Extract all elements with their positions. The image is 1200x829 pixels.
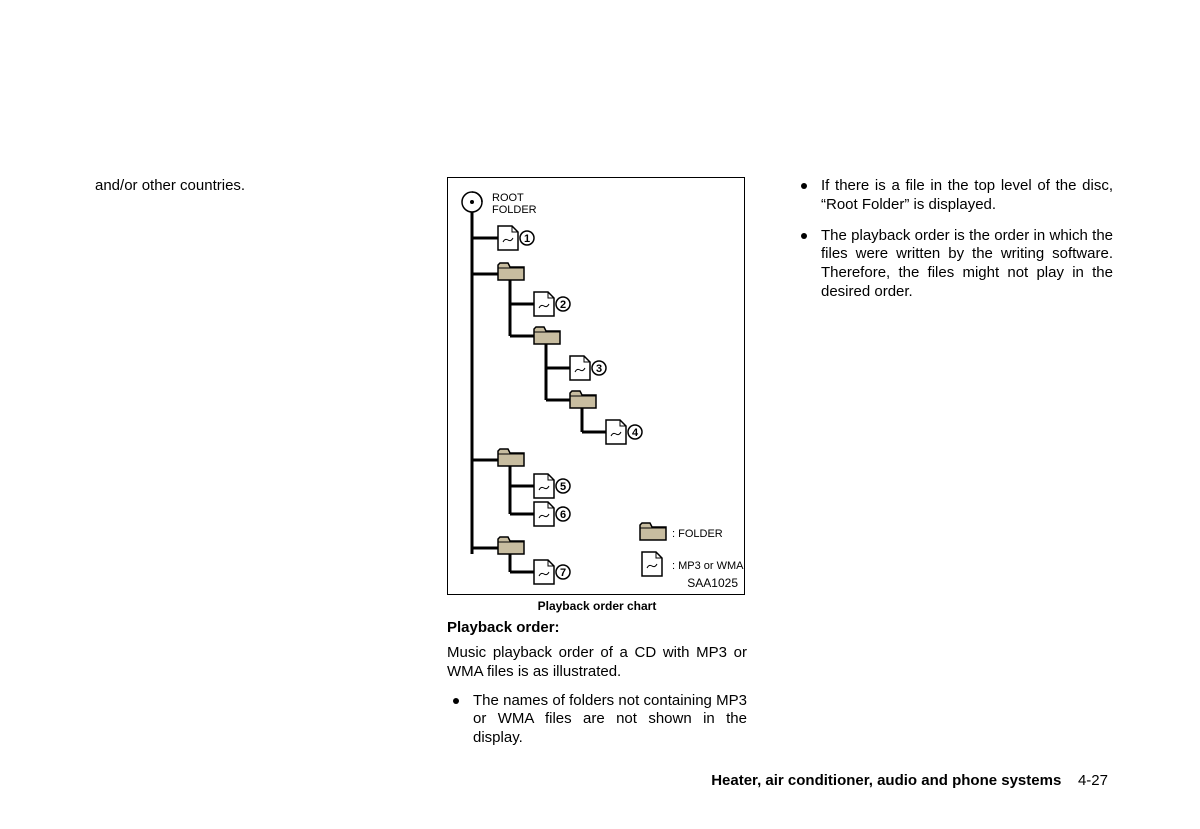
col2-bullet-list: The names of folders not containing MP3 … (447, 692, 747, 748)
column-3: If there is a file in the top level of t… (795, 177, 1113, 314)
file-num-7: 7 (560, 567, 566, 579)
col3-bullet-list: If there is a file in the top level of t… (795, 177, 1113, 302)
file-num-6: 6 (560, 509, 566, 521)
file-num-2: 2 (560, 299, 566, 311)
footer-section-title: Heater, air conditioner, audio and phone… (711, 772, 1061, 789)
legend-file-label: : MP3 or WMA (672, 560, 744, 572)
root-folder-label: ROOT FOLDER (492, 192, 537, 216)
col3-bullet-2: The playback order is the order in which… (795, 227, 1113, 302)
footer-page-number: 4-27 (1078, 772, 1108, 789)
column-1: and/or other countries. (95, 177, 395, 196)
file-num-4: 4 (632, 427, 639, 439)
file-num-3: 3 (596, 363, 602, 375)
page-footer: Heater, air conditioner, audio and phone… (0, 772, 1200, 789)
column-2: 1 2 3 (447, 177, 747, 760)
playback-order-diagram: 1 2 3 (447, 177, 745, 595)
page: and/or other countries. (0, 0, 1200, 829)
col2-bullet-1: The names of folders not containing MP3 … (447, 692, 747, 748)
figure-code: SAA1025 (687, 576, 738, 590)
playback-order-paragraph: Music playback order of a CD with MP3 or… (447, 644, 747, 682)
col3-bullet-1: If there is a file in the top level of t… (795, 177, 1113, 215)
playback-order-heading: Playback order: (447, 619, 747, 636)
file-num-5: 5 (560, 481, 566, 493)
legend-folder-label: : FOLDER (672, 528, 723, 540)
col1-text: and/or other countries. (95, 177, 395, 196)
diagram-caption: Playback order chart (447, 599, 747, 613)
file-num-1: 1 (524, 233, 530, 245)
